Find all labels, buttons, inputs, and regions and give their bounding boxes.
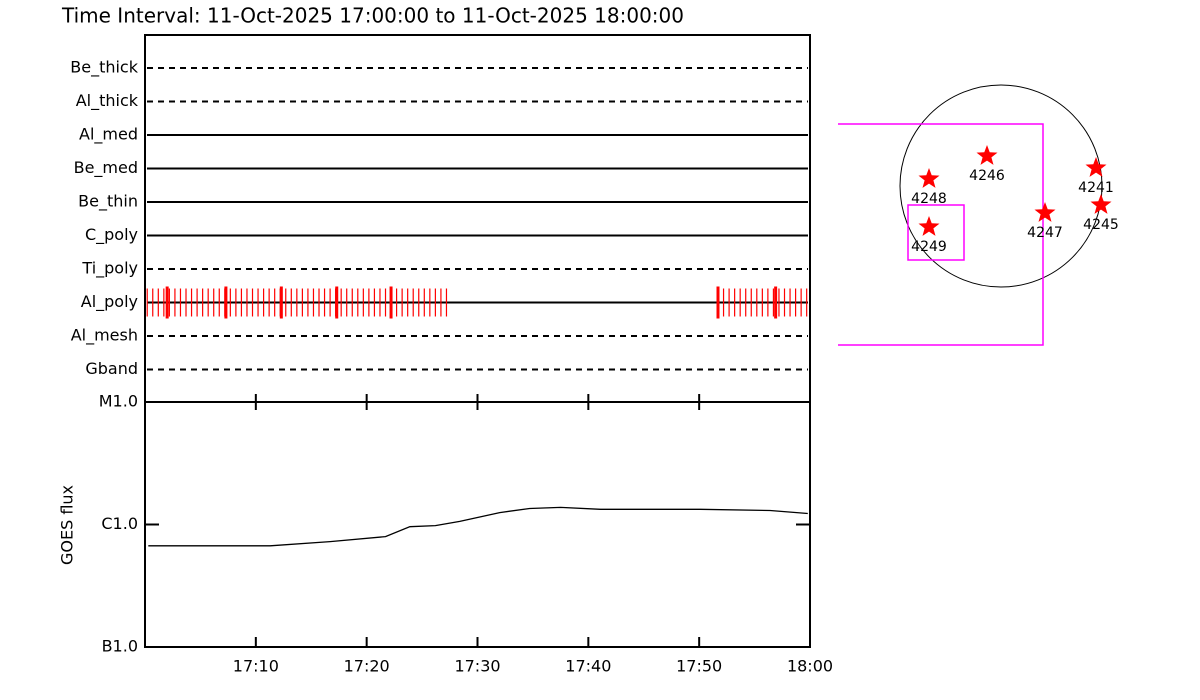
filter-label: C_poly bbox=[85, 225, 138, 245]
filter-label: Be_med bbox=[74, 158, 138, 178]
filter-label: Al_mesh bbox=[71, 326, 138, 346]
sun-disk bbox=[899, 84, 1103, 288]
filter-label: Be_thick bbox=[70, 58, 138, 78]
region-label: 4249 bbox=[911, 239, 947, 255]
filter-label: Gband bbox=[85, 359, 138, 378]
region-star bbox=[1090, 194, 1112, 214]
chart-title: Time Interval: 11-Oct-2025 17:00:00 to 1… bbox=[61, 4, 684, 28]
goes-curve bbox=[148, 506, 808, 547]
y-axis-label: GOES flux bbox=[58, 485, 77, 565]
region-star bbox=[1034, 202, 1056, 222]
timeline-frame bbox=[144, 34, 811, 403]
y-tick-label: M1.0 bbox=[99, 392, 138, 411]
y-tick-label: C1.0 bbox=[101, 514, 138, 533]
region-star bbox=[976, 145, 998, 165]
region-label: 4245 bbox=[1083, 217, 1119, 233]
region-star bbox=[1085, 157, 1107, 177]
filter-label: Ti_poly bbox=[81, 259, 138, 279]
x-tick-label: 17:20 bbox=[344, 657, 390, 676]
region-star bbox=[918, 216, 940, 236]
filter-label: Al_thick bbox=[76, 91, 139, 111]
filter-label: Al_poly bbox=[81, 292, 138, 312]
filter-label: Be_thin bbox=[78, 192, 138, 212]
goes-frame bbox=[144, 401, 811, 648]
field-of-view bbox=[838, 123, 1044, 346]
x-tick-label: 17:10 bbox=[233, 657, 279, 676]
region-label: 4246 bbox=[969, 168, 1005, 184]
x-tick-label: 18:00 bbox=[787, 657, 833, 676]
region-label: 4241 bbox=[1078, 180, 1114, 196]
region-label: 4248 bbox=[911, 191, 947, 207]
region-label: 4247 bbox=[1027, 225, 1063, 241]
filter-label: Al_med bbox=[79, 125, 138, 145]
x-tick-label: 17:50 bbox=[676, 657, 722, 676]
target-box bbox=[907, 204, 965, 261]
region-star bbox=[918, 168, 940, 188]
x-tick-label: 17:40 bbox=[565, 657, 611, 676]
y-tick-label: B1.0 bbox=[102, 637, 138, 656]
x-tick-label: 17:30 bbox=[454, 657, 500, 676]
